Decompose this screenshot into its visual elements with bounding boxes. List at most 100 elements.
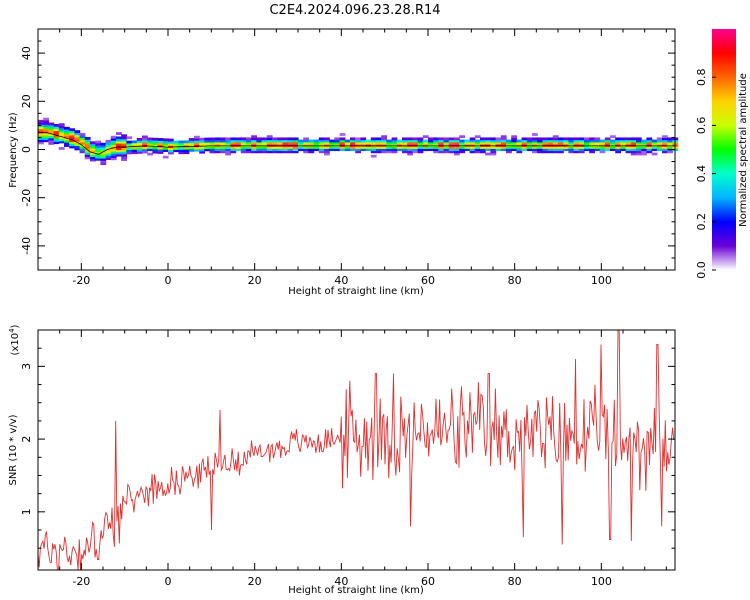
spectrogram-cell bbox=[53, 141, 60, 145]
spectrogram-cell bbox=[230, 143, 237, 147]
spectrogram-cell bbox=[230, 148, 237, 152]
spectrogram-cell bbox=[121, 142, 127, 146]
spectrogram-cell bbox=[84, 154, 91, 158]
spectrogram-cell bbox=[407, 139, 413, 143]
spectrogram-cell bbox=[662, 141, 668, 145]
spectrogram-cell bbox=[662, 143, 668, 147]
spectrogram-cell bbox=[168, 151, 174, 155]
spectrogram-cell bbox=[662, 146, 668, 149]
snr-y-ticks: 1 2 3 bbox=[20, 329, 675, 549]
spectrogram-cell bbox=[563, 141, 569, 145]
spectrogram-cell bbox=[443, 148, 450, 152]
spectrogram-cell bbox=[646, 143, 653, 147]
spectrogram-cell bbox=[79, 148, 86, 152]
spectrogram-cell bbox=[615, 143, 621, 147]
spectrogram-cell bbox=[511, 137, 517, 141]
spectrogram-cell bbox=[506, 146, 512, 149]
spectrogram-cell bbox=[495, 148, 502, 152]
spectrogram-cell bbox=[277, 139, 283, 143]
spectrogram-cell bbox=[256, 139, 263, 143]
spectrogram-cell bbox=[58, 123, 65, 126]
spectrogram-cell bbox=[355, 137, 361, 141]
spectrogram-cell bbox=[407, 148, 413, 152]
spectrogram-cell bbox=[116, 149, 122, 153]
spectrogram-cell bbox=[651, 146, 658, 149]
spectrogram-cell bbox=[428, 148, 434, 152]
spectrogram-cell bbox=[474, 150, 481, 154]
spectrogram-cell bbox=[454, 137, 460, 141]
spectrogram-cell bbox=[334, 141, 341, 145]
spectrogram-cell bbox=[500, 137, 507, 141]
colorbar: 0.0 0.2 0.4 0.6 0.8 Normalized spectral ampl… bbox=[695, 29, 749, 279]
spectrogram-cell bbox=[464, 139, 471, 143]
spectrogram-cell bbox=[95, 155, 101, 159]
spectrogram-cell bbox=[43, 117, 49, 121]
spectrogram-cell bbox=[121, 134, 127, 138]
spectrogram-cell bbox=[74, 136, 81, 140]
spectrogram-cell bbox=[422, 146, 429, 149]
spectrogram-cell bbox=[402, 148, 408, 152]
spectrogram-cell bbox=[38, 132, 44, 136]
spectrogram-cell bbox=[188, 138, 195, 141]
spectrogram-cell bbox=[84, 152, 91, 155]
spectrogram-cell bbox=[339, 148, 346, 152]
spectrogram-cell bbox=[240, 139, 247, 143]
spectrogram-cell bbox=[329, 143, 335, 147]
spectrogram-cell bbox=[454, 141, 460, 145]
spectrogram-cell bbox=[350, 148, 356, 152]
spectrogram-cell bbox=[625, 141, 632, 145]
spectrogram-cell bbox=[448, 143, 455, 147]
spectrogram-cell bbox=[230, 139, 237, 143]
spectrogram-cell bbox=[84, 139, 91, 142]
spectrogram-cell bbox=[438, 141, 445, 145]
spectrogram-cell bbox=[350, 146, 356, 149]
spectrogram-cell bbox=[168, 145, 174, 148]
spectrogram-cell bbox=[448, 141, 455, 145]
spectrogram-cell bbox=[121, 156, 127, 159]
spectrogram-cell bbox=[469, 146, 476, 149]
spectrogram-cell bbox=[152, 144, 159, 148]
colorbar-tick-label: 0.2 bbox=[695, 213, 708, 231]
spectrogram-cell bbox=[641, 139, 647, 143]
spectrogram-cell bbox=[287, 139, 294, 143]
spectrogram-cell bbox=[162, 149, 169, 152]
spectrogram-cell bbox=[287, 148, 294, 152]
spectrogram-cell bbox=[339, 137, 346, 141]
spectrogram-cell bbox=[168, 142, 174, 146]
spectrogram-cell bbox=[526, 137, 533, 141]
spectrogram-cell bbox=[474, 146, 481, 149]
spectrogram-cell bbox=[272, 143, 278, 147]
colorbar-tick-label: 0.4 bbox=[695, 165, 708, 183]
spectrogram-cell bbox=[100, 149, 107, 153]
spectrogram-ridge bbox=[38, 132, 675, 155]
spectrogram-cell bbox=[272, 137, 278, 141]
spectrogram-cell bbox=[381, 150, 387, 154]
spectrogram-cell bbox=[344, 148, 351, 152]
spectrogram-cell bbox=[235, 143, 242, 147]
spectrogram-cell bbox=[604, 148, 611, 152]
spectrogram-cell bbox=[131, 140, 138, 144]
spectrogram-cell bbox=[287, 150, 294, 154]
spectrogram-cell bbox=[589, 148, 595, 152]
spectrogram-cell bbox=[469, 139, 476, 143]
spectrogram-cell bbox=[636, 152, 642, 156]
spectrogram-cell bbox=[272, 148, 278, 152]
spectrogram-cell bbox=[74, 143, 81, 146]
spectrogram-cell bbox=[105, 144, 112, 147]
x-tick-label: 80 bbox=[508, 575, 522, 588]
spectrogram-cell bbox=[53, 136, 60, 140]
spectrogram-cell bbox=[308, 146, 315, 149]
spectrogram-cell bbox=[324, 143, 330, 147]
spectrogram-cells bbox=[38, 117, 679, 166]
spectrogram-cell bbox=[225, 139, 231, 143]
spectrogram-cell bbox=[454, 150, 460, 154]
spectrogram-cell bbox=[360, 148, 367, 152]
spectrogram-cell bbox=[58, 131, 65, 135]
spectrogram-cell bbox=[589, 146, 595, 149]
spectrogram-cell bbox=[474, 143, 481, 147]
spectrogram-cell bbox=[454, 143, 460, 147]
spectrogram-cell bbox=[334, 139, 341, 143]
spectrogram-cell bbox=[95, 157, 101, 161]
spectrogram-cell bbox=[417, 150, 424, 154]
spectrogram-cell bbox=[615, 148, 621, 152]
